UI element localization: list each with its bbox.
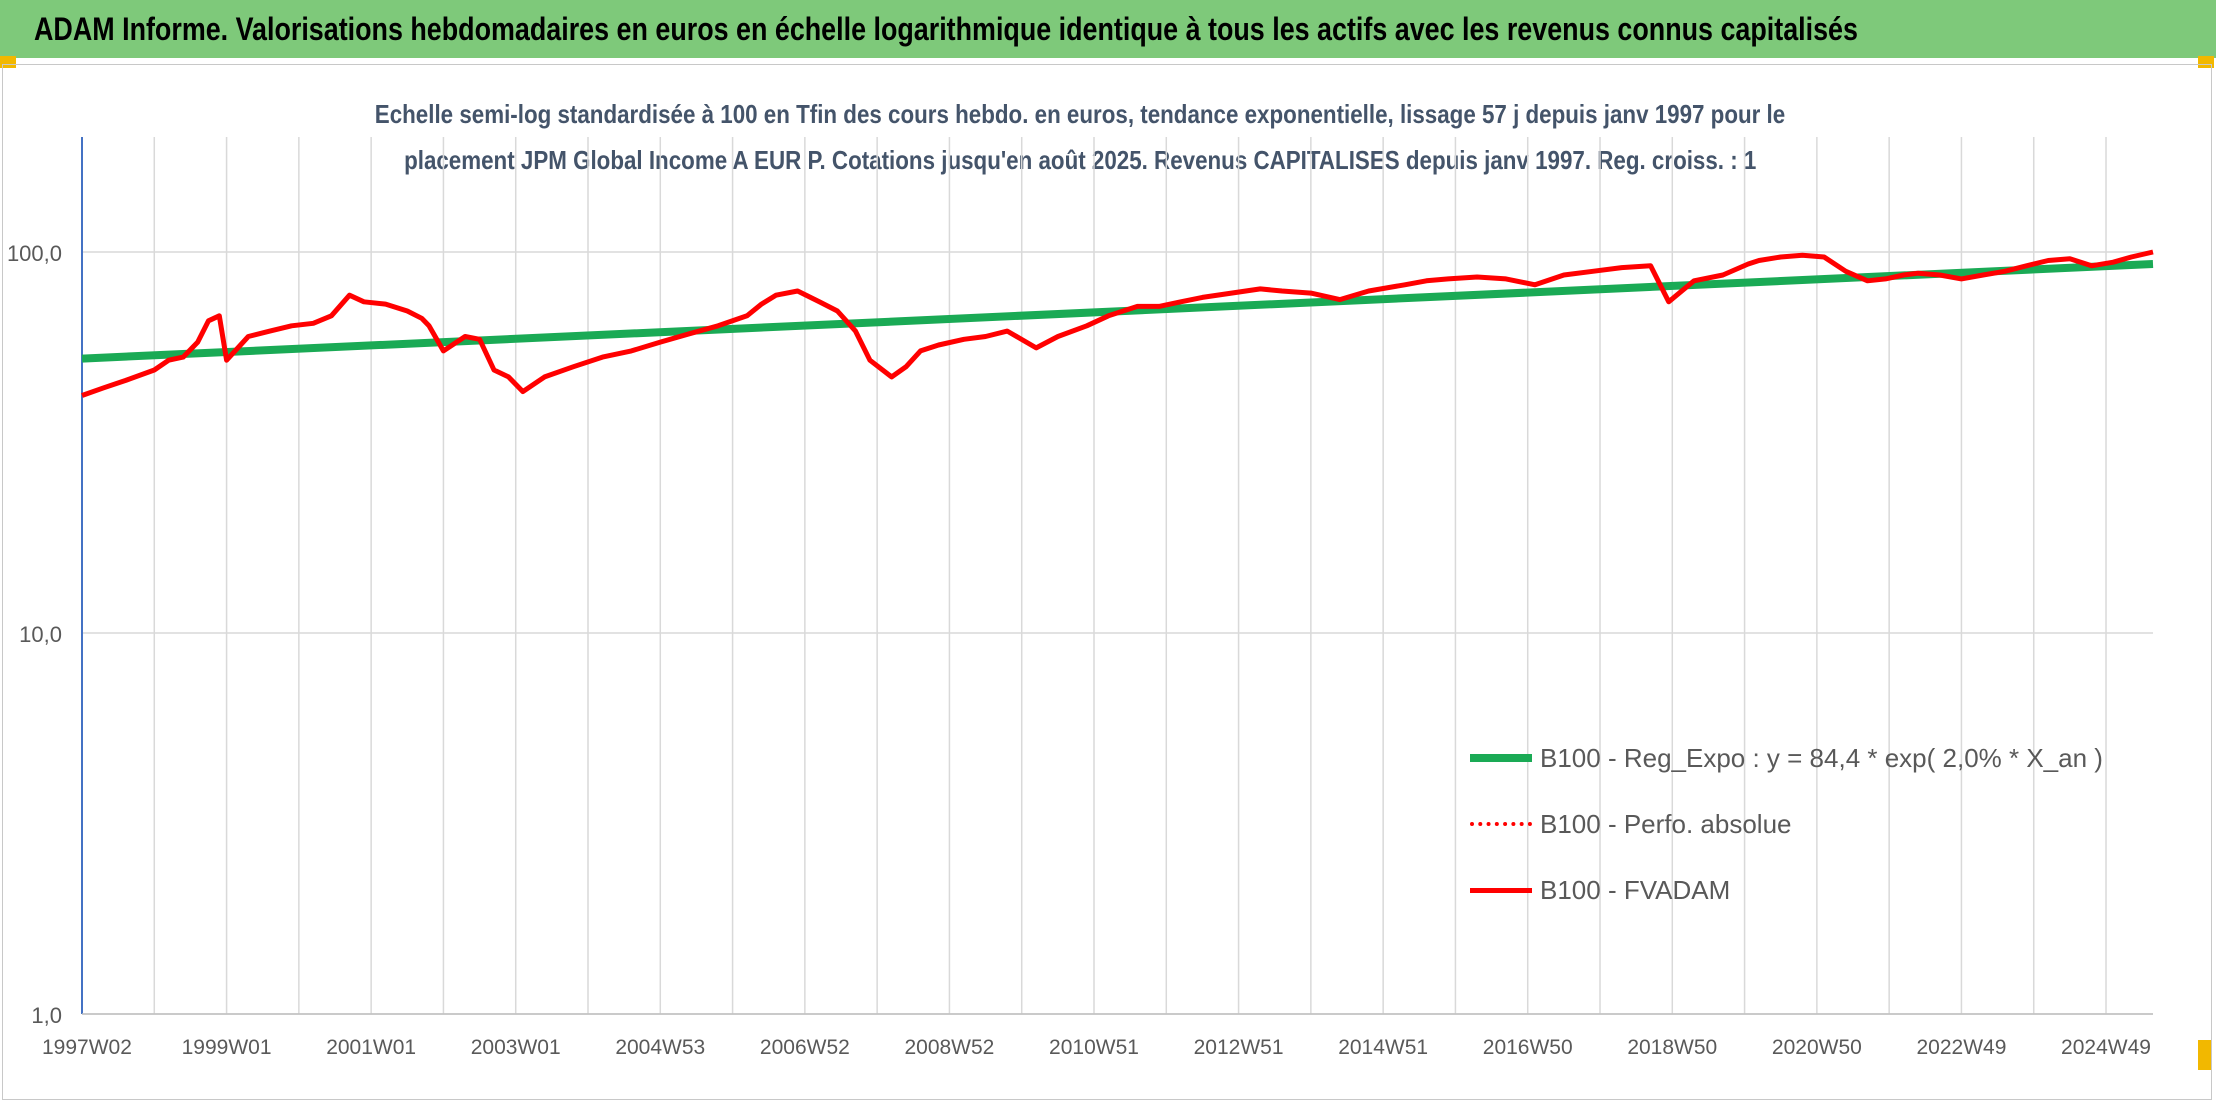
x-tick-label: 2008W52 (904, 1036, 994, 1059)
x-tick-label: 2001W01 (326, 1036, 416, 1059)
legend-swatch (1470, 754, 1532, 762)
x-tick-label: 2004W53 (615, 1036, 705, 1059)
series-line-3 (81, 249, 2154, 398)
x-tick-label: 1999W01 (182, 1036, 272, 1059)
y-tick-label: 10,0 (19, 622, 62, 647)
x-tick-label: 2024W49 (2061, 1036, 2151, 1059)
x-tick-label: 2020W50 (1772, 1036, 1862, 1059)
legend-item: B100 - Perfo. absolue (1470, 804, 1792, 844)
x-tick-label: 2010W51 (1049, 1036, 1139, 1059)
corner-marker (2198, 56, 2214, 68)
legend-label: B100 - Perfo. absolue (1540, 808, 1792, 839)
chart-title-line-2: placement JPM Global Income A EUR P. Cot… (190, 138, 1970, 182)
legend-swatch (1470, 822, 1532, 826)
legend-label: B100 - Reg_Expo : y = 84,4 * exp( 2,0% *… (1540, 742, 2103, 773)
corner-marker (0, 56, 16, 68)
x-tick-label: 2016W50 (1483, 1036, 1573, 1059)
x-tick-label: 2022W49 (1916, 1036, 2006, 1059)
y-tick-label: 100,0 (7, 241, 62, 266)
x-tick-label: 2006W52 (760, 1036, 850, 1059)
legend-label: B100 - FVADAM (1540, 874, 1731, 905)
chart-frame (2, 64, 2212, 1100)
chart-title-text-1: Echelle semi-log standardisée à 100 en T… (374, 99, 1786, 129)
x-tick-label: 2014W51 (1338, 1036, 1428, 1059)
x-tick-label: 2018W50 (1627, 1036, 1717, 1059)
legend-item: B100 - Reg_Expo : y = 84,4 * exp( 2,0% *… (1470, 738, 2103, 778)
y-tick-label: 1,0 (31, 1003, 62, 1028)
legend-swatch (1470, 887, 1532, 893)
chart-title-line-1: Echelle semi-log standardisée à 100 en T… (190, 92, 1970, 136)
header-banner: ADAM Informe. Valorisations hebdomadaire… (0, 0, 2216, 58)
legend-item: B100 - FVADAM (1470, 870, 1730, 910)
chart-title-text-2: placement JPM Global Income A EUR P. Cot… (403, 145, 1757, 175)
page-title: ADAM Informe. Valorisations hebdomadaire… (34, 11, 1858, 47)
x-tick-label: 2012W51 (1194, 1036, 1284, 1059)
corner-marker (2198, 1040, 2212, 1070)
x-tick-label: 1997W02 (42, 1036, 132, 1059)
x-tick-label: 2003W01 (471, 1036, 561, 1059)
